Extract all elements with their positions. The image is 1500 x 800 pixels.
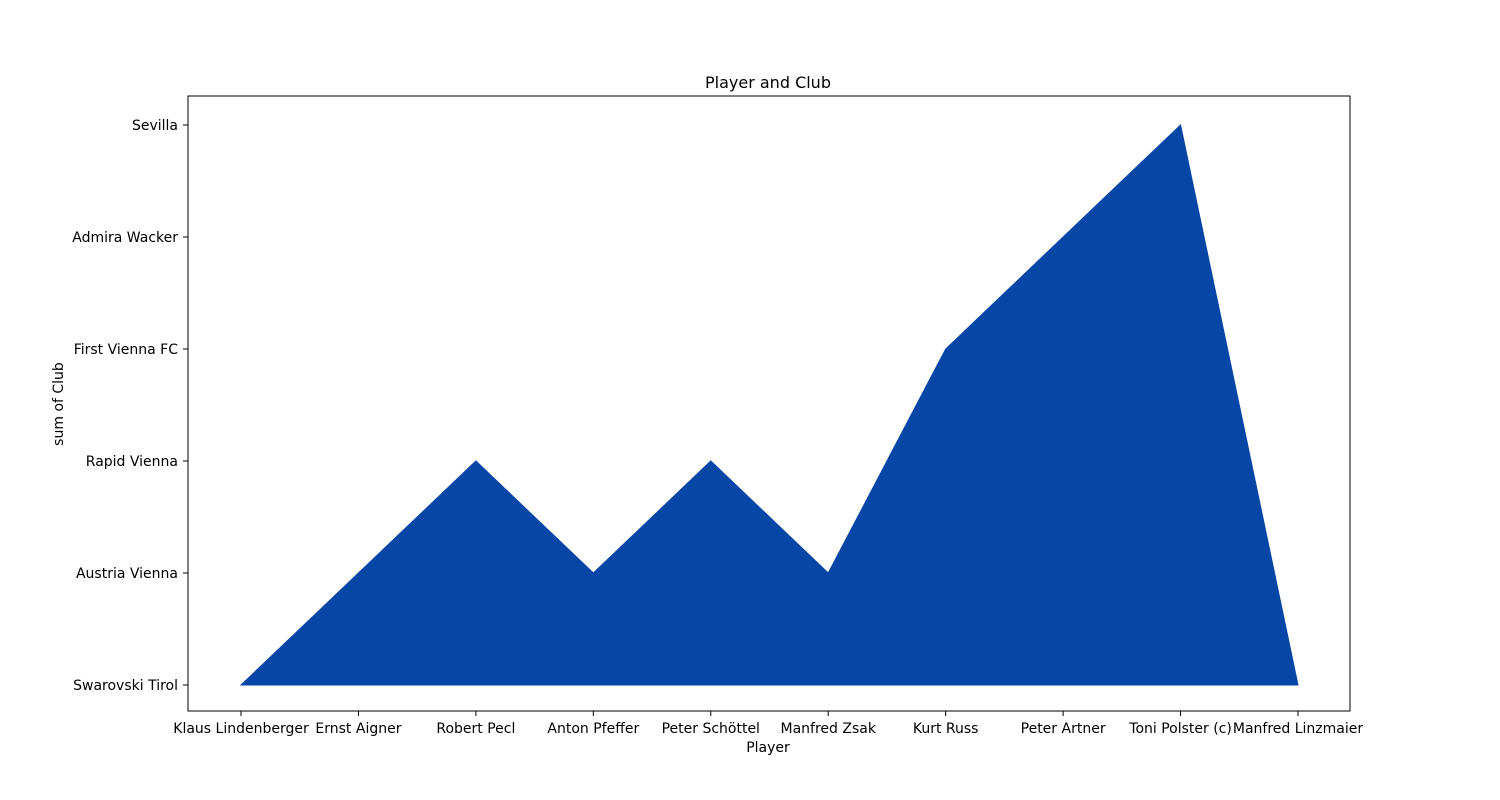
y-tick-label: Austria Vienna (76, 566, 178, 582)
x-tick-label: Klaus Lindenberger (173, 721, 309, 737)
chart-title: Player and Club (705, 73, 831, 92)
y-tick-label: Swarovski Tirol (73, 678, 178, 694)
x-tick-label: Ernst Aigner (315, 721, 401, 737)
y-tick-label: First Vienna FC (74, 342, 179, 358)
y-axis-label: sum of Club (51, 362, 67, 446)
y-tick-label: Admira Wacker (72, 230, 178, 246)
x-tick-label: Kurt Russ (913, 721, 979, 737)
area-layer (239, 124, 1299, 686)
x-tick-label: Manfred Zsak (781, 721, 877, 737)
plot-frame (187, 95, 1351, 712)
x-axis-label: Player (746, 740, 790, 756)
x-tick-label: Robert Pecl (436, 721, 515, 737)
y-tick-label: Rapid Vienna (86, 454, 178, 470)
x-tick-label: Peter Artner (1021, 721, 1106, 737)
x-tick-label: Peter Schöttel (662, 721, 760, 737)
x-axis: Klaus Lindenberger Ernst Aigner Robert Pec… (173, 711, 1363, 737)
y-axis: Swarovski Tirol Austria Vienna Rapid Vienn… (72, 118, 188, 694)
x-tick-label: Manfred Linzmaier (1233, 721, 1363, 737)
x-tick-label: Toni Polster (c) (1128, 721, 1232, 737)
y-tick-label: Sevilla (132, 118, 178, 134)
area-series (239, 124, 1299, 686)
x-tick-label: Anton Pfeffer (547, 721, 639, 737)
